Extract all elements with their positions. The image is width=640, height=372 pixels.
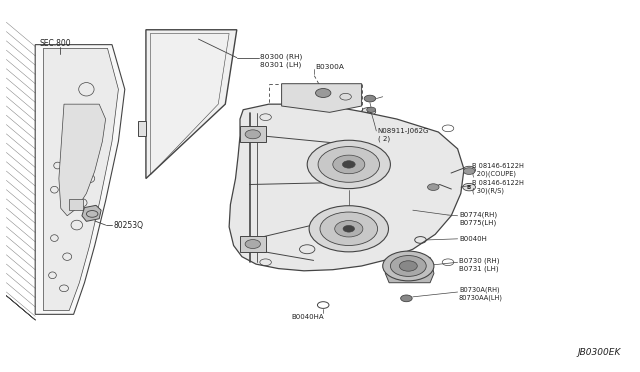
Circle shape: [463, 183, 476, 191]
Text: JB0300EK: JB0300EK: [577, 348, 621, 357]
Text: B0040H: B0040H: [459, 236, 487, 242]
Circle shape: [383, 251, 434, 281]
Circle shape: [318, 147, 380, 182]
Polygon shape: [385, 257, 434, 283]
Polygon shape: [138, 121, 146, 136]
Polygon shape: [240, 126, 266, 142]
Text: 80300 (RH)
80301 (LH): 80300 (RH) 80301 (LH): [260, 53, 303, 67]
Circle shape: [343, 225, 355, 232]
Circle shape: [401, 295, 412, 302]
Text: B: B: [467, 185, 471, 190]
Text: B0730A(RH)
80730AA(LH): B0730A(RH) 80730AA(LH): [459, 287, 503, 301]
Polygon shape: [59, 104, 106, 216]
Polygon shape: [35, 45, 125, 314]
Circle shape: [342, 161, 355, 168]
Text: B0730 (RH)
B0731 (LH): B0730 (RH) B0731 (LH): [459, 258, 499, 272]
Circle shape: [362, 108, 376, 116]
Text: B0774(RH)
B0775(LH): B0774(RH) B0775(LH): [459, 212, 497, 226]
Circle shape: [367, 107, 376, 112]
Text: B: B: [467, 167, 471, 173]
Text: B 08146-6122H
( 30)(R/S): B 08146-6122H ( 30)(R/S): [472, 180, 524, 194]
Circle shape: [307, 140, 390, 189]
Text: 80253Q: 80253Q: [113, 221, 143, 230]
Polygon shape: [69, 199, 83, 210]
Circle shape: [320, 212, 378, 246]
Circle shape: [364, 95, 376, 102]
Text: B0040HA: B0040HA: [291, 314, 324, 320]
Circle shape: [428, 184, 439, 190]
Text: B 08146-6122H
( 20)(COUPE): B 08146-6122H ( 20)(COUPE): [472, 163, 524, 177]
Circle shape: [390, 256, 426, 276]
Circle shape: [333, 155, 365, 174]
Circle shape: [245, 240, 260, 248]
Circle shape: [463, 166, 476, 174]
Polygon shape: [44, 48, 118, 311]
Circle shape: [316, 89, 331, 97]
Text: N08911-J062G
( 2): N08911-J062G ( 2): [378, 128, 429, 142]
Polygon shape: [240, 236, 266, 252]
Circle shape: [463, 168, 475, 174]
Circle shape: [399, 261, 417, 271]
Text: B0300A: B0300A: [315, 64, 344, 70]
Polygon shape: [229, 104, 464, 271]
Polygon shape: [82, 205, 101, 221]
Text: SEC.800: SEC.800: [40, 39, 71, 48]
Circle shape: [335, 221, 363, 237]
Polygon shape: [282, 84, 362, 112]
Circle shape: [245, 130, 260, 139]
Circle shape: [309, 206, 388, 252]
Polygon shape: [146, 30, 237, 179]
Text: N: N: [366, 109, 371, 114]
